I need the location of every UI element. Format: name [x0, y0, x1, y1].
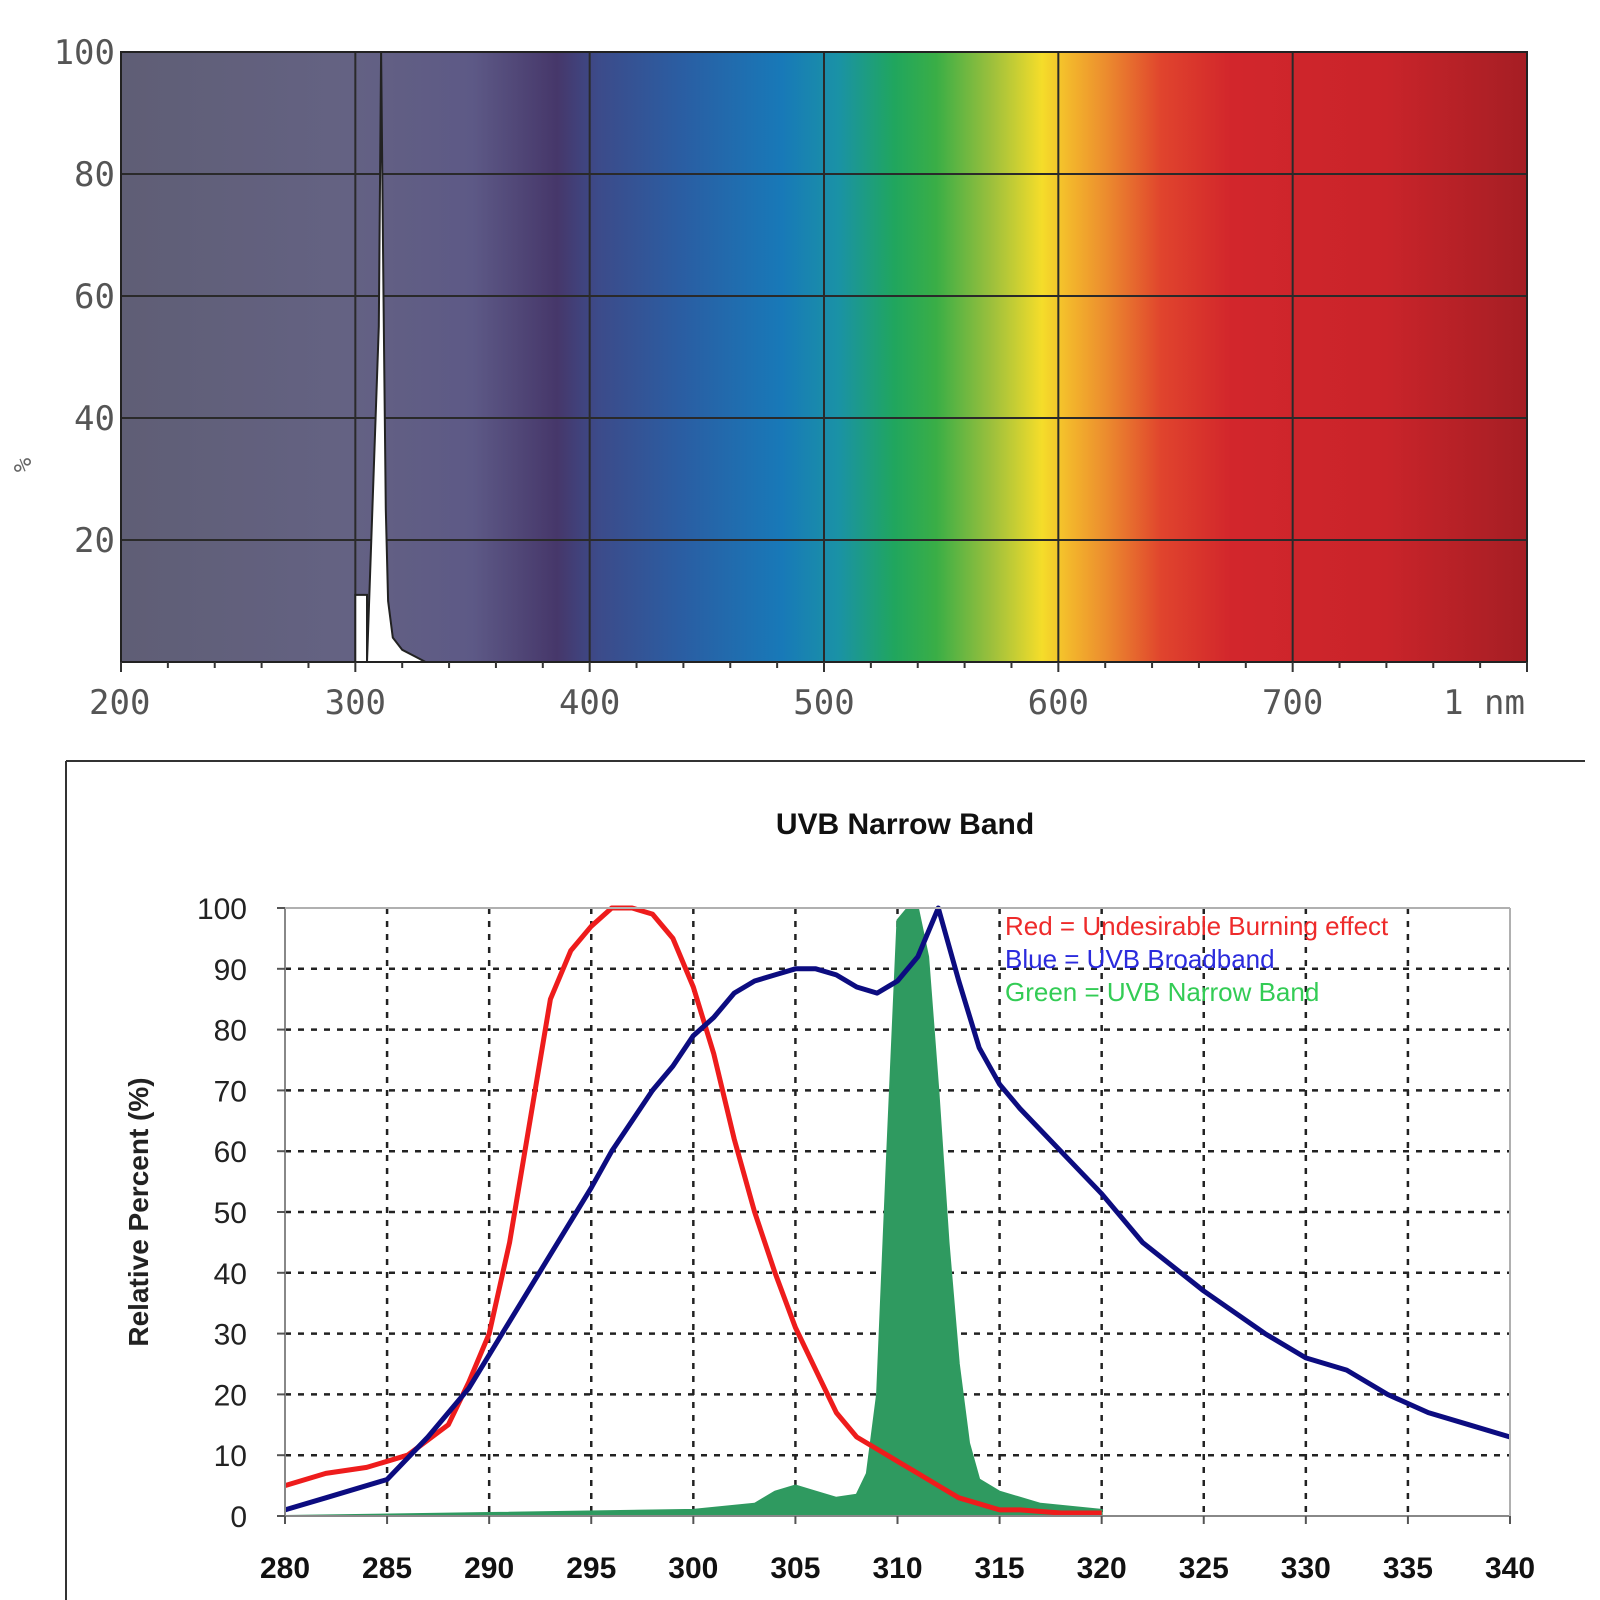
top-x-tick-label: 500: [793, 683, 854, 723]
y-tick-label: 0: [230, 1501, 247, 1534]
legend-entry-red: Red = Undesirable Burning effect: [1005, 911, 1389, 941]
chart-title: UVB Narrow Band: [776, 808, 1034, 841]
x-tick-label: 295: [566, 1552, 616, 1585]
x-tick-label: 300: [668, 1552, 718, 1585]
y-tick-label: 80: [214, 1015, 247, 1048]
top-x-tick-label: 600: [1028, 683, 1089, 723]
uvb-chart: UVB Narrow Band 0 10 20 30 40 50 60 70 80 90 100 2…: [65, 760, 1585, 1600]
y-tick-label: 70: [214, 1075, 247, 1108]
top-y-tick-label: 100: [54, 33, 115, 73]
series-green-area: [284, 907, 1103, 1517]
top-x-tick-marks: [120, 662, 1528, 672]
x-tick-label: 280: [260, 1552, 310, 1585]
x-tick-label: 285: [362, 1552, 412, 1585]
bottom-y-axis-label: Relative Percent (%): [123, 1077, 154, 1346]
legend-entry-green: Green = UVB Narrow Band: [1005, 977, 1319, 1007]
x-tick-label: 340: [1485, 1552, 1535, 1585]
x-tick-label: 305: [770, 1552, 820, 1585]
top-y-tick-label: 20: [74, 521, 115, 561]
y-tick-label: 40: [214, 1258, 247, 1291]
top-y-axis-label: %: [8, 458, 36, 473]
top-x-tick-label: 1 nm: [1443, 683, 1525, 723]
top-x-tick-label: 700: [1262, 683, 1323, 723]
top-y-tick-labels: 100 80 60 40 20: [54, 33, 115, 561]
y-tick-label: 100: [197, 893, 247, 926]
x-tick-label: 310: [872, 1552, 922, 1585]
lamp-emission-peak: [354, 51, 427, 663]
y-tick-label: 30: [214, 1319, 247, 1352]
x-tick-label: 325: [1179, 1552, 1229, 1585]
series-red-line: [284, 905, 1102, 1516]
y-tick-label: 10: [214, 1440, 247, 1473]
x-tick-label: 315: [975, 1552, 1025, 1585]
bottom-x-tick-labels: 280 285 290 295 300 305 310 315 320 325 330 335 340: [260, 1552, 1535, 1585]
top-x-tick-label: 300: [325, 683, 386, 723]
x-tick-label: 290: [464, 1552, 514, 1585]
top-x-tick-label: 400: [559, 683, 620, 723]
legend: Red = Undesirable Burning effect Blue = …: [1005, 911, 1389, 1007]
x-tick-label: 335: [1383, 1552, 1433, 1585]
bottom-y-tick-labels: 0 10 20 30 40 50 60 70 80 90 100: [197, 893, 247, 1534]
top-y-tick-label: 80: [74, 155, 115, 195]
x-tick-label: 320: [1077, 1552, 1127, 1585]
y-tick-label: 20: [214, 1379, 247, 1412]
top-gridlines: [121, 52, 1527, 662]
y-tick-label: 90: [214, 954, 247, 987]
legend-entry-blue: Blue = UVB Broadband: [1005, 944, 1275, 974]
series-blue-line: [284, 905, 1511, 1513]
spectrum-chart: 100 80 60 40 20 200 300 400 500 600 700 1 nm %: [8, 33, 1528, 723]
top-y-tick-label: 60: [74, 277, 115, 317]
y-tick-label: 60: [214, 1136, 247, 1169]
y-tick-label: 50: [214, 1197, 247, 1230]
bottom-tick-marks: [277, 907, 1511, 1524]
top-x-tick-labels: 200 300 400 500 600 700 1 nm: [89, 683, 1525, 723]
top-y-tick-label: 40: [74, 399, 115, 439]
top-x-tick-label: 200: [89, 683, 150, 723]
x-tick-label: 330: [1281, 1552, 1331, 1585]
